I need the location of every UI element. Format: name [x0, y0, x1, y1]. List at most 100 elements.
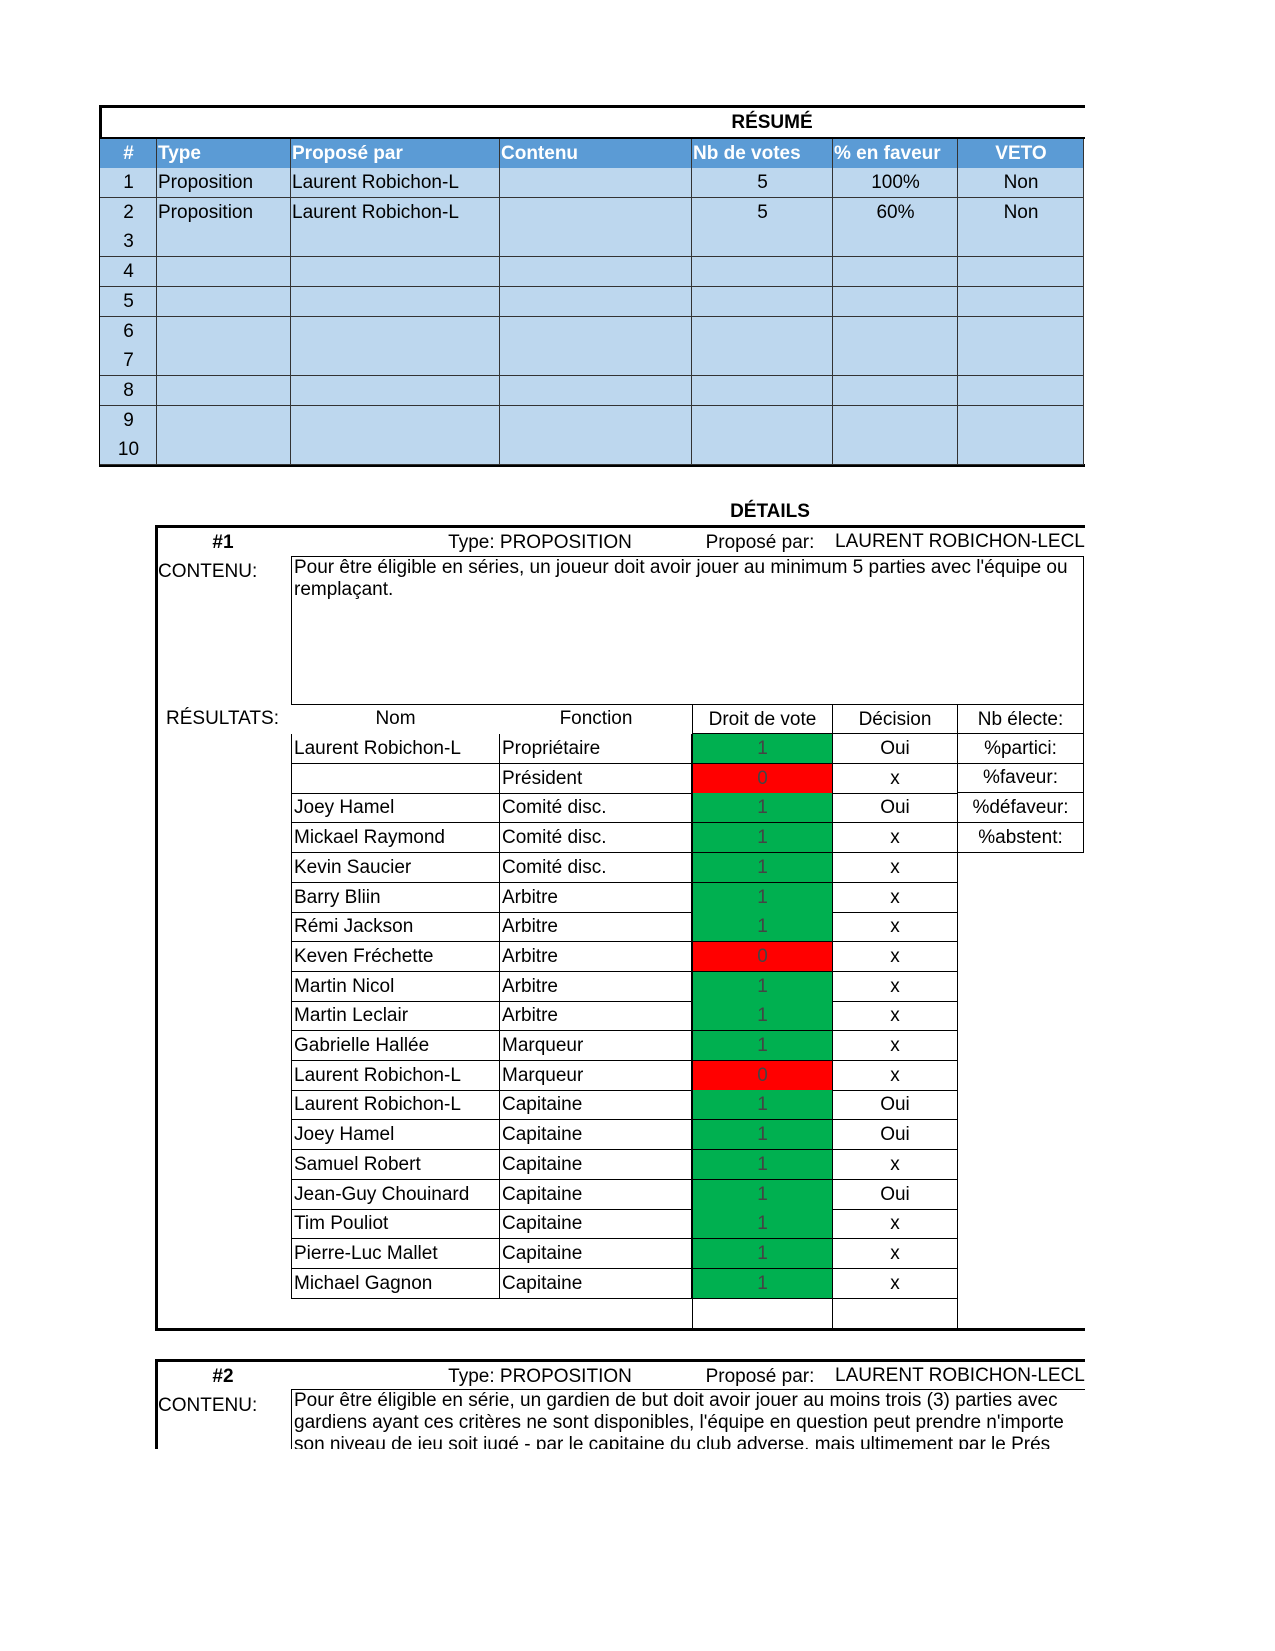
summary-cell — [157, 257, 291, 288]
detail-proposed-by: LAURENT ROBICHON-LECLERC — [835, 1365, 1085, 1386]
summary-cell — [833, 227, 958, 258]
summary-header-6: VETO — [958, 139, 1084, 168]
result-vote-right: 0 — [692, 763, 833, 794]
result-function: Capitaine — [500, 1238, 692, 1269]
summary-header-1: Type — [157, 139, 291, 168]
results-label: RÉSULTATS: — [166, 708, 279, 729]
result-name: Samuel Robert — [291, 1149, 500, 1180]
result-function: Comité disc. — [500, 852, 692, 883]
result-function: Marqueur — [500, 1031, 692, 1061]
summary-cell — [291, 227, 500, 258]
summary-row-number: 3 — [100, 227, 157, 258]
summary-cell — [500, 197, 692, 228]
summary-cell — [157, 227, 291, 258]
summary-cell — [500, 435, 692, 466]
summary-cell: Laurent Robichon-L — [291, 168, 500, 198]
result-name: Gabrielle Hallée — [291, 1031, 500, 1061]
result-function: Arbitre — [500, 882, 692, 913]
summary-cell — [500, 227, 692, 258]
detail-proposed-label: Proposé par: — [705, 532, 815, 553]
summary-title: RÉSUMÉ — [731, 112, 813, 133]
result-decision: x — [833, 1238, 958, 1269]
result-vote-right: 1 — [692, 1149, 833, 1180]
result-name: Joey Hamel — [291, 1120, 500, 1151]
result-name: Martin Nicol — [291, 971, 500, 1002]
summary-cell — [958, 375, 1084, 406]
summary-cell — [500, 168, 692, 198]
summary-cell — [833, 435, 958, 466]
summary-cell — [157, 316, 291, 347]
result-name: Laurent Robichon-L — [291, 1090, 500, 1121]
summary-cell — [291, 346, 500, 377]
result-decision: x — [833, 882, 958, 913]
results-header-3: Décision — [833, 704, 958, 734]
result-name — [291, 763, 500, 794]
detail-content-line: Pour être éligible en série, un gardien … — [294, 1390, 1058, 1411]
summary-cell — [833, 375, 958, 406]
summary-cell — [157, 375, 291, 406]
summary-cell — [692, 286, 833, 317]
summary-cell — [500, 257, 692, 288]
result-vote-right: 1 — [692, 1209, 833, 1240]
detail-content-line: son niveau de jeu soit jugé - par le cap… — [294, 1434, 1051, 1449]
summary-cell: 100% — [833, 168, 958, 198]
summary-cell — [157, 435, 291, 466]
details-title: DÉTAILS — [730, 501, 810, 522]
summary-cell — [958, 227, 1084, 258]
result-vote-right: 1 — [692, 882, 833, 913]
results-header-1: Fonction — [559, 708, 633, 729]
result-decision: x — [833, 912, 958, 943]
summary-cell — [833, 346, 958, 377]
stat-label: %partici: — [958, 733, 1084, 764]
result-vote-right: 1 — [692, 1090, 833, 1121]
summary-cell — [692, 316, 833, 347]
result-name: Laurent Robichon-L — [291, 734, 500, 764]
summary-cell: Laurent Robichon-L — [291, 197, 500, 228]
result-vote-right: 1 — [692, 852, 833, 883]
result-function: Propriétaire — [500, 734, 692, 764]
detail-content-label: CONTENU: — [158, 1395, 258, 1416]
result-decision: x — [833, 1060, 958, 1091]
result-vote-right: 1 — [692, 971, 833, 1002]
detail-content-2: Pour être éligible en série, un gardien … — [291, 1389, 1085, 1449]
result-vote-right: 1 — [692, 1001, 833, 1032]
summary-cell: Proposition — [157, 168, 291, 198]
summary-cell: Proposition — [157, 197, 291, 228]
result-function: Arbitre — [500, 1001, 692, 1032]
detail-proposed-label: Proposé par: — [705, 1366, 815, 1387]
summary-cell — [833, 405, 958, 436]
summary-cell — [157, 286, 291, 317]
summary-cell — [692, 346, 833, 377]
summary-cell — [958, 257, 1084, 288]
summary-cell — [500, 286, 692, 317]
summary-cell — [291, 435, 500, 466]
summary-cell — [958, 346, 1084, 377]
summary-cell — [157, 346, 291, 377]
summary-header-0: # — [100, 139, 157, 168]
summary-cell — [958, 316, 1084, 347]
stat-label: %défaveur: — [958, 793, 1084, 824]
summary-cell — [291, 316, 500, 347]
result-name: Jean-Guy Chouinard — [291, 1179, 500, 1210]
detail-number: #2 — [212, 1366, 234, 1387]
summary-cell — [500, 405, 692, 436]
result-name: Rémi Jackson — [291, 912, 500, 943]
summary-row-number: 6 — [100, 316, 157, 347]
summary-row-number: 4 — [100, 257, 157, 288]
results-header-0: Nom — [375, 708, 416, 729]
stat-label: %abstent: — [958, 822, 1084, 853]
summary-cell: 5 — [692, 168, 833, 198]
summary-cell — [833, 316, 958, 347]
summary-cell — [291, 405, 500, 436]
detail-type: Type: PROPOSITION — [448, 532, 632, 553]
result-vote-right: 1 — [692, 1031, 833, 1061]
summary-cell: Non — [958, 197, 1084, 228]
result-function: Capitaine — [500, 1149, 692, 1180]
results-empty-vote — [692, 1298, 833, 1328]
stat-label: %faveur: — [958, 763, 1084, 794]
summary-row-number: 2 — [100, 197, 157, 228]
summary-cell — [958, 435, 1084, 466]
result-decision: Oui — [833, 734, 958, 764]
detail-frame-0 — [155, 525, 1085, 1331]
